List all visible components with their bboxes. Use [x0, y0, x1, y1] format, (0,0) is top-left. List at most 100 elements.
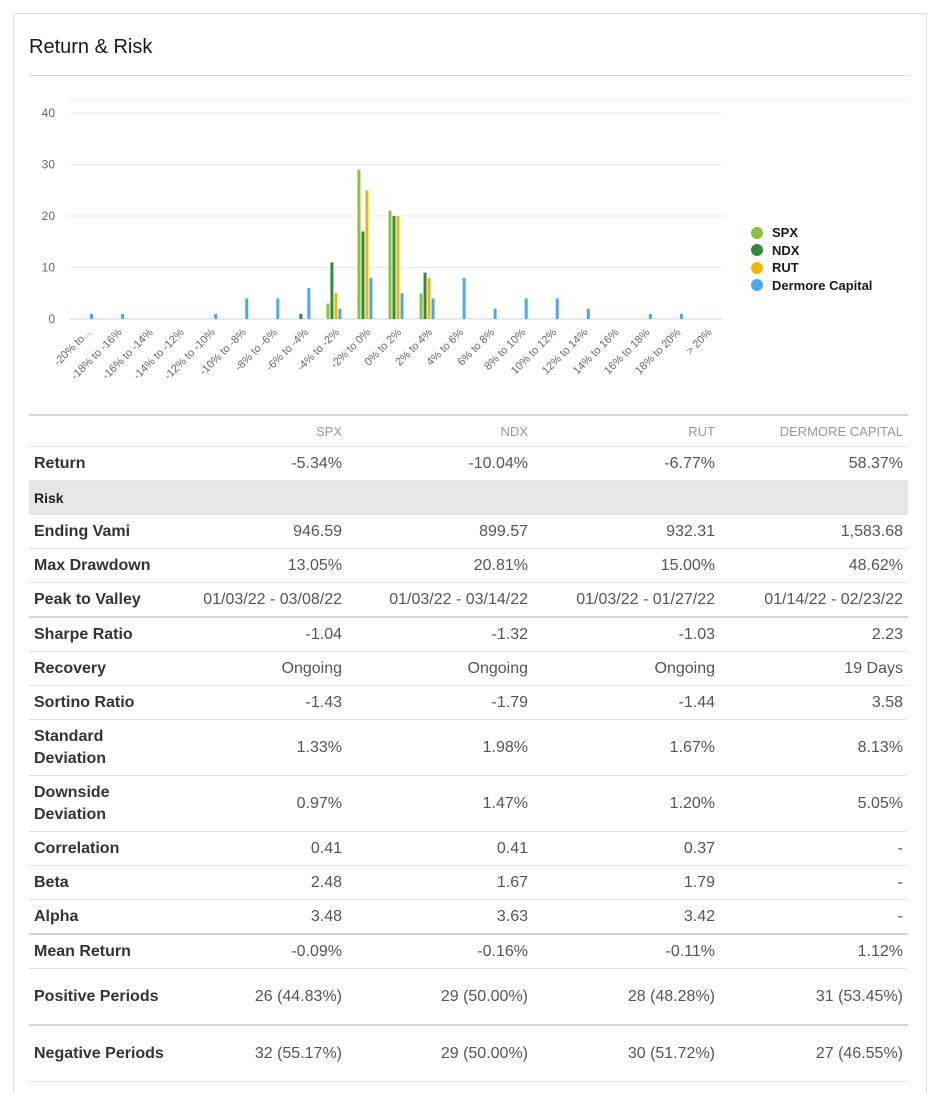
bar	[214, 313, 218, 319]
table-row: Positive Periods 26 (44.83%) 29 (50.00%) 28…	[29, 968, 908, 1026]
cell-ndx: -10.04%	[347, 446, 533, 481]
cell-spx: 01/03/22 - 03/08/22	[179, 582, 347, 618]
cell-spx: 0.97%	[179, 775, 347, 832]
bar	[388, 210, 392, 319]
cell-rut: 15.00%	[533, 548, 720, 583]
risk-section-header: Risk	[29, 480, 908, 515]
cell-spx: -1.43	[179, 685, 347, 720]
bar	[90, 313, 94, 319]
cell-spx: 0.41	[179, 831, 347, 866]
y-tick-label: 20	[42, 209, 56, 223]
cell-rut: 932.31	[533, 514, 720, 549]
legend-marker	[751, 244, 763, 257]
row-label: Positive Periods	[29, 968, 179, 1026]
row-label: Ending Vami	[29, 514, 179, 549]
cell-ndx: 899.57	[347, 514, 533, 549]
cell-dermore: 19 Days	[720, 651, 908, 686]
legend-item[interactable]: Dermore Capital	[751, 277, 872, 295]
cell-dermore: 5.05%	[720, 775, 908, 832]
legend-label: NDX	[772, 242, 800, 258]
row-label: Correlation	[29, 831, 179, 866]
cell-ndx: 29 (50.00%)	[347, 968, 533, 1026]
row-label: Beta	[29, 865, 179, 900]
return-risk-panel: Return & Risk 0 10 20 30 40 -20% to... -18% to…	[13, 13, 927, 1093]
cell-rut: 1.79	[533, 865, 720, 900]
cell-spx: 946.59	[179, 514, 347, 549]
bar	[555, 298, 559, 319]
legend-label: SPX	[772, 225, 799, 241]
bar	[586, 308, 590, 319]
header-rut: RUT	[533, 415, 720, 447]
bar	[396, 216, 400, 319]
bar	[330, 262, 334, 319]
cell-dermore: -	[720, 831, 908, 866]
legend-item[interactable]: RUT	[751, 259, 872, 277]
cell-spx: 32 (55.17%)	[179, 1025, 347, 1082]
cell-spx: -5.34%	[179, 446, 347, 481]
bar	[365, 190, 369, 319]
row-label: Peak to Valley	[29, 582, 179, 618]
cell-ndx: 29 (50.00%)	[347, 1025, 533, 1082]
cell-dermore: -	[720, 899, 908, 935]
cell-spx: -1.04	[179, 617, 347, 652]
y-tick-label: 30	[42, 158, 56, 172]
cell-spx: -0.09%	[179, 934, 347, 969]
bar	[493, 308, 497, 319]
cell-rut: Ongoing	[533, 651, 720, 686]
cell-dermore: 8.13%	[720, 719, 908, 776]
row-label: Sharpe Ratio	[29, 617, 179, 652]
cell-dermore: 1,583.68	[720, 514, 908, 549]
bar	[392, 216, 396, 319]
bar	[245, 298, 249, 319]
y-tick-label: 10	[42, 261, 56, 275]
title-divider	[29, 75, 908, 76]
header-dermore: DERMORE CAPITAL	[720, 415, 908, 447]
table-row: Max Drawdown 13.05% 20.81% 15.00% 48.62%	[29, 548, 908, 583]
stats-table: SPX NDX RUT DERMORE CAPITAL Return -5.34…	[29, 414, 908, 1082]
x-tick-label: > 20%	[684, 326, 715, 357]
legend-label: RUT	[772, 260, 799, 276]
row-label: Downside Deviation	[29, 775, 179, 832]
row-label: Mean Return	[29, 934, 179, 969]
y-tick-label: 40	[42, 106, 56, 120]
table-row: Mean Return -0.09% -0.16% -0.11% 1.12%	[29, 934, 908, 969]
bar	[357, 169, 361, 319]
cell-ndx: 1.47%	[347, 775, 533, 832]
bar	[679, 313, 683, 319]
cell-rut: -1.44	[533, 685, 720, 720]
table-row: Standard Deviation 1.33% 1.98% 1.67% 8.13%	[29, 719, 908, 776]
cell-dermore: 31 (53.45%)	[720, 968, 908, 1026]
cell-ndx: 0.41	[347, 831, 533, 866]
cell-spx: 26 (44.83%)	[179, 968, 347, 1026]
cell-rut: 30 (51.72%)	[533, 1025, 720, 1082]
cell-dermore: 3.58	[720, 685, 908, 720]
cell-ndx: 1.67	[347, 865, 533, 900]
legend-item[interactable]: SPX	[751, 224, 872, 242]
cell-rut: 3.42	[533, 899, 720, 935]
table-row: Correlation 0.41 0.41 0.37-	[29, 831, 908, 866]
header-label	[29, 415, 179, 447]
bar	[431, 298, 435, 319]
header-spx: SPX	[179, 415, 347, 447]
table-row: Sharpe Ratio -1.04 -1.32 -1.03 2.23	[29, 617, 908, 652]
row-label: Max Drawdown	[29, 548, 179, 583]
legend-item[interactable]: NDX	[751, 242, 872, 260]
cell-rut: -1.03	[533, 617, 720, 652]
cell-ndx: 01/03/22 - 03/14/22	[347, 582, 533, 618]
cell-dermore: -	[720, 865, 908, 900]
table-row: Beta 2.48 1.67 1.79-	[29, 865, 908, 900]
row-label: Sortino Ratio	[29, 685, 179, 720]
table-row: Sortino Ratio -1.43 -1.79 -1.44 3.58	[29, 685, 908, 720]
bar	[648, 313, 652, 319]
cell-ndx: 1.98%	[347, 719, 533, 776]
cell-spx: Ongoing	[179, 651, 347, 686]
row-label: Negative Periods	[29, 1025, 179, 1082]
cell-ndx: -1.79	[347, 685, 533, 720]
bar	[121, 313, 125, 319]
table-row: Downside Deviation 0.97% 1.47% 1.20% 5.05%	[29, 775, 908, 832]
bar	[427, 277, 431, 319]
bar	[400, 293, 404, 319]
bar	[299, 313, 303, 319]
table-header-row: SPX NDX RUT DERMORE CAPITAL	[29, 415, 908, 447]
cell-rut: 0.37	[533, 831, 720, 866]
